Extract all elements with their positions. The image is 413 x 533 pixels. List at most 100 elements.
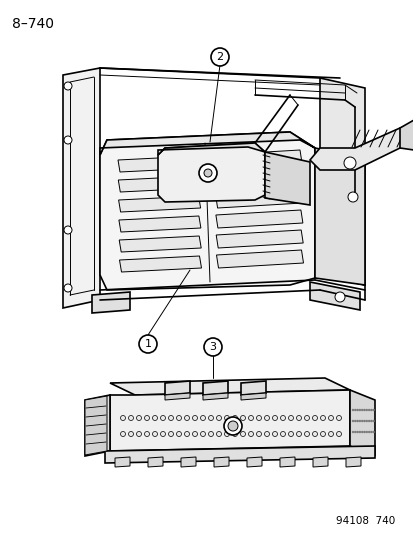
Circle shape bbox=[199, 164, 216, 182]
Circle shape bbox=[370, 431, 372, 433]
Polygon shape bbox=[100, 132, 314, 155]
Circle shape bbox=[144, 432, 149, 437]
Polygon shape bbox=[110, 390, 349, 451]
Polygon shape bbox=[85, 396, 107, 455]
Circle shape bbox=[312, 416, 317, 421]
Circle shape bbox=[128, 432, 133, 437]
Circle shape bbox=[64, 284, 72, 292]
Text: 94108  740: 94108 740 bbox=[335, 516, 394, 526]
Polygon shape bbox=[309, 125, 413, 170]
Circle shape bbox=[64, 82, 72, 90]
Polygon shape bbox=[202, 393, 228, 400]
Circle shape bbox=[204, 338, 221, 356]
Circle shape bbox=[360, 431, 362, 433]
Circle shape bbox=[363, 409, 365, 411]
Circle shape bbox=[347, 192, 357, 202]
Circle shape bbox=[160, 416, 165, 421]
Circle shape bbox=[120, 432, 125, 437]
Polygon shape bbox=[147, 457, 163, 467]
Circle shape bbox=[372, 420, 374, 422]
Circle shape bbox=[351, 431, 353, 433]
Polygon shape bbox=[309, 282, 359, 310]
Circle shape bbox=[367, 420, 369, 422]
Polygon shape bbox=[279, 457, 294, 467]
Circle shape bbox=[232, 432, 237, 437]
Circle shape bbox=[365, 409, 367, 411]
Circle shape bbox=[351, 420, 353, 422]
Circle shape bbox=[64, 226, 72, 234]
Circle shape bbox=[184, 416, 189, 421]
Polygon shape bbox=[264, 152, 309, 205]
Circle shape bbox=[228, 421, 237, 431]
Circle shape bbox=[256, 416, 261, 421]
Circle shape bbox=[358, 409, 360, 411]
Circle shape bbox=[120, 416, 125, 421]
Circle shape bbox=[168, 416, 173, 421]
Polygon shape bbox=[119, 256, 201, 272]
Polygon shape bbox=[240, 393, 266, 400]
Polygon shape bbox=[118, 156, 199, 172]
Circle shape bbox=[64, 136, 72, 144]
Circle shape bbox=[192, 416, 197, 421]
Circle shape bbox=[139, 335, 157, 353]
Circle shape bbox=[360, 420, 362, 422]
Polygon shape bbox=[214, 150, 301, 168]
Circle shape bbox=[354, 409, 356, 411]
Circle shape bbox=[136, 416, 141, 421]
Polygon shape bbox=[100, 132, 314, 290]
Circle shape bbox=[334, 292, 344, 302]
Circle shape bbox=[211, 48, 228, 66]
Polygon shape bbox=[312, 457, 327, 467]
Polygon shape bbox=[158, 143, 264, 202]
Circle shape bbox=[136, 432, 141, 437]
Polygon shape bbox=[158, 143, 264, 155]
Circle shape bbox=[232, 416, 237, 421]
Circle shape bbox=[367, 409, 369, 411]
Circle shape bbox=[372, 431, 374, 433]
Circle shape bbox=[336, 432, 341, 437]
Polygon shape bbox=[165, 381, 190, 395]
Circle shape bbox=[320, 416, 325, 421]
Circle shape bbox=[351, 409, 353, 411]
Polygon shape bbox=[215, 170, 301, 188]
Circle shape bbox=[200, 432, 205, 437]
Circle shape bbox=[224, 416, 229, 421]
Circle shape bbox=[296, 432, 301, 437]
Polygon shape bbox=[119, 236, 201, 252]
Polygon shape bbox=[216, 250, 303, 268]
Polygon shape bbox=[216, 230, 302, 248]
Circle shape bbox=[304, 432, 309, 437]
Polygon shape bbox=[214, 457, 228, 467]
Polygon shape bbox=[119, 216, 200, 232]
Polygon shape bbox=[180, 457, 195, 467]
Circle shape bbox=[248, 416, 253, 421]
Circle shape bbox=[223, 417, 242, 435]
Polygon shape bbox=[215, 190, 302, 208]
Circle shape bbox=[240, 432, 245, 437]
Circle shape bbox=[296, 416, 301, 421]
Circle shape bbox=[354, 431, 356, 433]
Text: 8–740: 8–740 bbox=[12, 17, 54, 31]
Polygon shape bbox=[115, 457, 130, 467]
Circle shape bbox=[358, 431, 360, 433]
Polygon shape bbox=[202, 381, 228, 395]
Circle shape bbox=[152, 432, 157, 437]
Circle shape bbox=[370, 420, 372, 422]
Circle shape bbox=[184, 432, 189, 437]
Polygon shape bbox=[314, 148, 364, 285]
Circle shape bbox=[272, 416, 277, 421]
Circle shape bbox=[312, 432, 317, 437]
Text: 3: 3 bbox=[209, 342, 216, 352]
Polygon shape bbox=[85, 395, 110, 456]
Circle shape bbox=[358, 420, 360, 422]
Polygon shape bbox=[165, 393, 190, 400]
Circle shape bbox=[363, 431, 365, 433]
Polygon shape bbox=[63, 68, 100, 308]
Polygon shape bbox=[110, 378, 349, 395]
Circle shape bbox=[356, 431, 358, 433]
Circle shape bbox=[372, 409, 374, 411]
Circle shape bbox=[160, 432, 165, 437]
Circle shape bbox=[128, 416, 133, 421]
Circle shape bbox=[208, 416, 213, 421]
Circle shape bbox=[176, 416, 181, 421]
